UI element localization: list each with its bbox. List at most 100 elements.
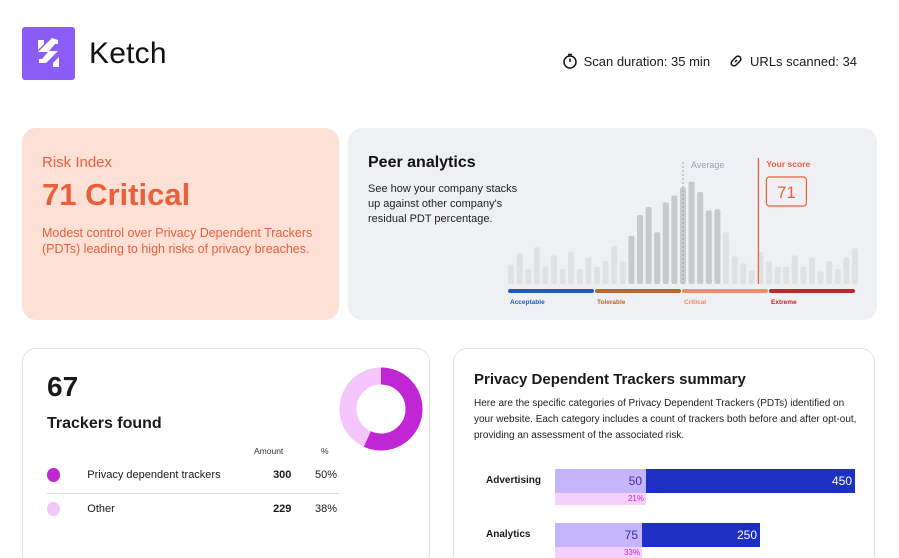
histogram-bar — [645, 206, 652, 284]
histogram-bar — [508, 264, 514, 284]
histogram-bar — [766, 261, 772, 284]
pdt-color-dot — [47, 468, 61, 482]
pdt-after-bar: 450 — [646, 469, 855, 493]
tracker-row-other: Other 229 38% — [47, 493, 337, 525]
histogram-bar — [551, 255, 557, 284]
pdt-before-bar: 75 — [555, 523, 642, 547]
pdt-summary-card: Privacy Dependent Trackers summary Here … — [453, 348, 875, 558]
stopwatch-icon — [562, 53, 577, 69]
your-score-value: 71 — [777, 183, 796, 202]
link-icon — [730, 55, 742, 67]
histogram-bar — [697, 192, 704, 284]
tracker-row-label: Other — [87, 503, 115, 515]
urls-scanned: URLs scanned: 34 — [728, 53, 857, 69]
tracker-row-label: Privacy dependent trackers — [87, 469, 221, 481]
histogram-bar — [740, 263, 747, 284]
histogram-bar — [671, 195, 678, 284]
histogram-bar — [705, 210, 712, 284]
histogram-bar — [602, 261, 609, 284]
peer-analytics-card: Peer analytics See how your company stac… — [348, 128, 877, 320]
scan-meta: Scan duration: 35 min URLs scanned: 34 — [544, 53, 857, 69]
peer-analytics-description: See how your company stacks up against o… — [368, 183, 518, 225]
tracker-row-percent: 38% — [314, 503, 337, 515]
histogram-bar — [843, 257, 850, 284]
histogram-bar — [852, 248, 858, 284]
pdt-percent-bar: 21% — [555, 493, 646, 505]
pdt-summary-description: Here are the specific categories of Priv… — [474, 398, 857, 441]
histogram-bar — [731, 256, 738, 284]
trackers-donut-chart — [339, 367, 423, 451]
pdt-row-analytics: Analytics 75 250 33% — [474, 523, 859, 558]
trackers-count: 67 — [47, 371, 79, 402]
histogram-bar — [654, 232, 661, 284]
scale-label: Critical — [684, 299, 706, 306]
scale-label: Tolerable — [597, 299, 626, 306]
trackers-title: Trackers found — [47, 415, 162, 432]
histogram-bar — [576, 269, 583, 284]
tracker-divider — [47, 493, 339, 494]
histogram-bar — [748, 270, 755, 284]
tracker-row-percent: 50% — [314, 469, 337, 481]
histogram-bar — [628, 235, 635, 284]
histogram-bar — [516, 252, 523, 284]
histogram-bar — [637, 215, 643, 284]
histogram-bar — [559, 269, 566, 284]
histogram-bar — [585, 257, 592, 284]
urls-scanned-label: URLs scanned: 34 — [750, 53, 857, 69]
histogram-bar — [834, 269, 841, 284]
risk-index-value: 71 Critical — [42, 177, 191, 212]
scale-label: Acceptable — [510, 299, 545, 306]
histogram-bar — [723, 232, 729, 284]
histogram-bar — [619, 261, 626, 284]
your-score-box — [765, 176, 807, 207]
average-label: Average — [691, 160, 724, 170]
pdt-summary-title: Privacy Dependent Trackers summary — [474, 371, 746, 388]
scan-duration: Scan duration: 35 min — [562, 53, 710, 69]
amount-header: Amount — [254, 446, 284, 456]
histogram-bar — [568, 251, 575, 284]
histogram-bar — [611, 246, 618, 284]
scan-duration-label: Scan duration: 35 min — [583, 53, 711, 69]
histogram-bar — [714, 209, 721, 284]
scale-segment — [508, 289, 594, 293]
scale-segment — [682, 289, 768, 293]
histogram-bar — [791, 255, 798, 284]
your-score-label: Your score — [766, 159, 810, 169]
brand-logo: Ketch — [22, 27, 167, 80]
risk-index-label: Risk Index — [42, 154, 113, 171]
tracker-row-amount: 300 — [273, 469, 292, 481]
percent-header: % — [321, 446, 329, 456]
tracker-row-amount: 229 — [273, 503, 292, 515]
histogram-bar — [688, 181, 695, 284]
pdt-percent-bar: 33% — [555, 547, 642, 558]
pdt-row-label: Analytics — [486, 529, 531, 540]
histogram-bar — [533, 247, 540, 284]
trackers-found-card: 67 Trackers found Amount % Privacy depen… — [22, 348, 430, 558]
pdt-after-bar: 250 — [642, 523, 760, 547]
peer-histogram-chart: Average Your score 71 Acceptable Tolerable Cr… — [508, 158, 858, 306]
histogram-bar — [774, 266, 781, 284]
histogram-bar — [542, 266, 549, 284]
other-color-dot — [47, 502, 61, 516]
histogram-bar — [809, 257, 815, 284]
pdt-row-label: Advertising — [486, 475, 542, 486]
histogram-bar — [783, 266, 790, 284]
histogram-bar — [826, 261, 833, 284]
pdt-before-bar: 50 — [555, 469, 646, 493]
histogram-bar — [594, 266, 600, 284]
brand-name: Ketch — [89, 36, 167, 70]
histogram-bar — [525, 269, 532, 284]
peer-analytics-title: Peer analytics — [368, 154, 476, 171]
histogram-bar — [800, 266, 807, 284]
scale-label: Extreme — [771, 299, 797, 306]
scale-segment — [769, 289, 855, 293]
tracker-row-pdt: Privacy dependent trackers 300 50% — [47, 459, 337, 491]
pdt-row-advertising: Advertising 50 450 21% — [474, 469, 859, 505]
scale-segment — [595, 289, 681, 293]
ketch-logo-icon — [22, 27, 75, 80]
risk-index-card: Risk Index 71 Critical Modest control ov… — [22, 128, 339, 320]
histogram-bar — [817, 271, 824, 284]
risk-index-description: Modest control over Privacy Dependent Tr… — [42, 226, 313, 256]
donut-pdt-segment — [339, 367, 423, 451]
histogram-bar — [662, 202, 669, 284]
